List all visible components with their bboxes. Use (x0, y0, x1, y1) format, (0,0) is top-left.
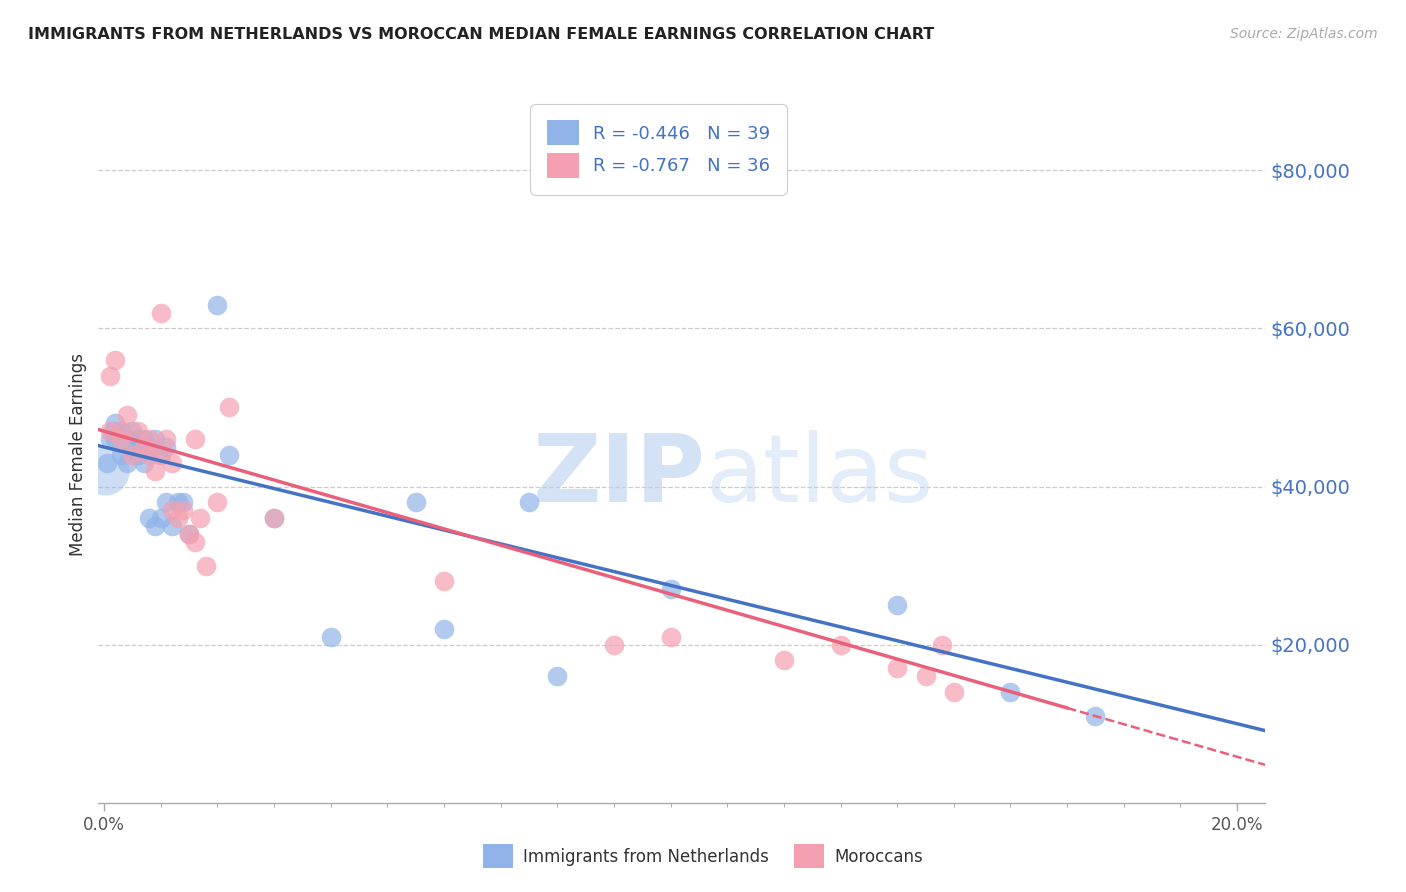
Point (433, 574, 456, 589)
Point (218, 448, 240, 462)
Point (659, 630, 682, 644)
Point (172, 503, 194, 517)
Point (931, 638, 953, 652)
Point (603, 638, 626, 652)
Point (1084, 708, 1107, 723)
Point (319, 630, 342, 644)
Point (263, 511, 285, 525)
Point (659, 582, 682, 597)
Point (96, 456, 118, 470)
Point (149, 448, 172, 462)
Point (138, 511, 160, 525)
Point (218, 401, 240, 415)
Point (207, 495, 229, 509)
Point (94, 464, 117, 478)
Point (143, 519, 166, 533)
Point (138, 448, 160, 462)
Point (160, 519, 183, 533)
Point (263, 511, 285, 525)
Point (104, 353, 127, 368)
Point (207, 298, 229, 312)
Point (127, 424, 149, 438)
Point (166, 495, 188, 509)
Point (98, 432, 121, 446)
Point (104, 432, 127, 446)
Point (127, 432, 149, 446)
Point (110, 448, 132, 462)
Point (433, 622, 456, 636)
Point (172, 495, 194, 509)
Point (132, 440, 155, 454)
Point (195, 558, 218, 573)
Point (138, 432, 160, 446)
Text: ZIP: ZIP (533, 430, 706, 522)
Point (104, 417, 127, 431)
Point (177, 527, 200, 541)
Point (115, 409, 138, 423)
Point (177, 527, 200, 541)
Point (160, 456, 183, 470)
Text: Source: ZipAtlas.com: Source: ZipAtlas.com (1230, 27, 1378, 41)
Point (101, 424, 124, 438)
Point (405, 495, 427, 509)
Point (143, 464, 166, 478)
Point (155, 432, 177, 446)
Point (155, 495, 177, 509)
Point (149, 511, 172, 525)
Point (517, 495, 540, 509)
Y-axis label: Median Female Earnings: Median Female Earnings (69, 353, 87, 557)
Point (1000, 685, 1022, 699)
Point (886, 598, 908, 612)
Point (773, 653, 796, 667)
Point (121, 448, 143, 462)
Point (115, 456, 138, 470)
Point (166, 511, 188, 525)
Point (115, 432, 138, 446)
Legend: R = -0.446   N = 39, R = -0.767   N = 36: R = -0.446 N = 39, R = -0.767 N = 36 (536, 109, 782, 189)
Point (110, 424, 132, 438)
Point (132, 456, 155, 470)
Text: atlas: atlas (706, 430, 934, 522)
Point (138, 440, 160, 454)
Point (183, 535, 205, 549)
Legend: Immigrants from Netherlands, Moroccans: Immigrants from Netherlands, Moroccans (477, 838, 929, 875)
Point (110, 424, 132, 438)
Point (132, 432, 155, 446)
Point (121, 440, 143, 454)
Point (160, 503, 183, 517)
Point (914, 669, 936, 683)
Point (155, 440, 177, 454)
Point (546, 669, 568, 683)
Point (830, 638, 852, 652)
Point (183, 432, 205, 446)
Point (127, 448, 149, 462)
Point (149, 448, 172, 462)
Point (98, 424, 121, 438)
Point (98, 368, 121, 383)
Point (143, 432, 166, 446)
Text: IMMIGRANTS FROM NETHERLANDS VS MOROCCAN MEDIAN FEMALE EARNINGS CORRELATION CHART: IMMIGRANTS FROM NETHERLANDS VS MOROCCAN … (28, 27, 935, 42)
Point (886, 661, 908, 675)
Point (149, 305, 172, 319)
Point (121, 424, 143, 438)
Point (942, 685, 965, 699)
Point (190, 511, 212, 525)
Point (110, 432, 132, 446)
